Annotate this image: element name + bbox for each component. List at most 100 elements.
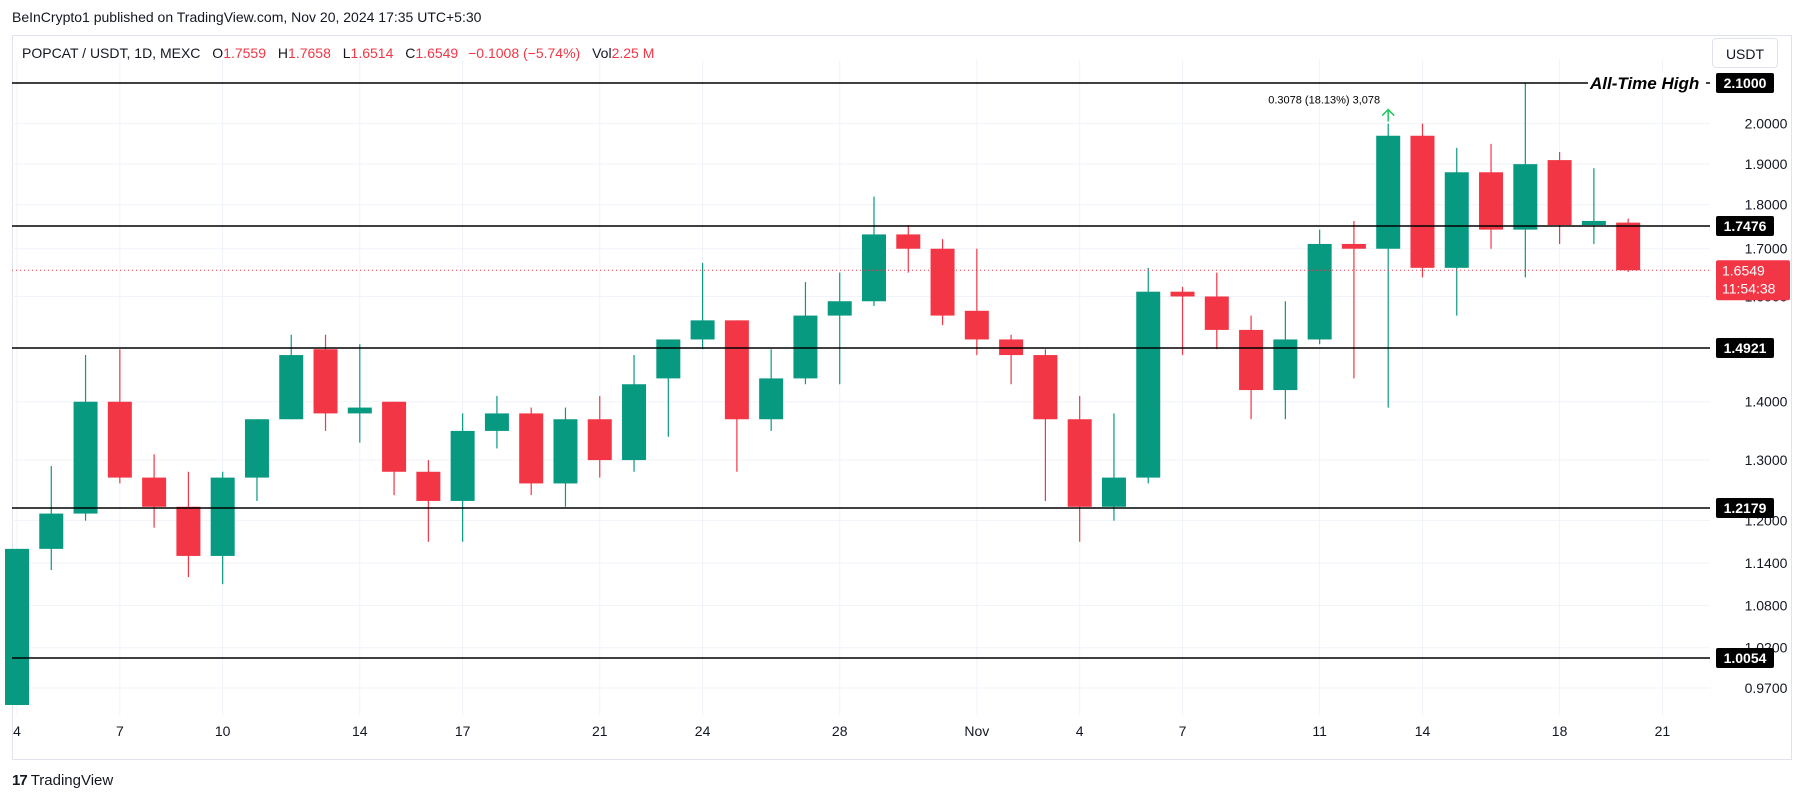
candle-down[interactable] [1204,296,1229,330]
x-tick-label: 14 [352,723,368,739]
candle-down[interactable] [313,349,338,414]
candle-down[interactable] [1239,329,1264,391]
candle-down[interactable] [1067,419,1092,507]
candle-up[interactable] [793,315,818,379]
current-price-badge [1716,260,1790,301]
candle-up[interactable] [759,378,784,420]
arrow-up-icon [1381,108,1395,122]
candle-down[interactable] [176,506,201,556]
close-value: 1.6549 [415,45,459,61]
high-label: H [277,45,289,61]
y-tick-label: 1.0800 [1745,597,1788,613]
candle-up[interactable] [244,419,269,478]
candle-up[interactable] [279,355,304,420]
symbol-label[interactable]: POPCAT / USDT, 1D, MEXC [22,45,201,61]
tradingview-logo-icon: 17 [12,772,28,789]
open-value: 1.7559 [223,45,267,61]
volume-value: 2.25 M [611,45,655,61]
candle-up[interactable] [656,339,681,379]
x-tick-label: 21 [1655,723,1671,739]
y-tick-label: 1.7000 [1745,241,1788,257]
y-tick-label: 1.4000 [1745,394,1788,410]
candle-down[interactable] [1616,222,1641,271]
candle-up[interactable] [450,430,475,501]
published-info: BeInCrypto1 published on TradingView.com… [12,9,482,25]
price-level-label: 1.0054 [1724,650,1767,666]
candlestick-chart[interactable]: 0.97001.02001.08001.14001.20001.30001.40… [0,0,1804,770]
candle-up[interactable] [553,419,578,484]
candle-up[interactable] [1307,243,1332,340]
candle-up[interactable] [690,320,715,340]
price-level-label: 1.4921 [1724,340,1767,356]
candle-up[interactable] [862,234,886,302]
candle-down[interactable] [1033,355,1058,420]
chart-frame [12,35,1792,760]
candle-down[interactable] [519,413,544,484]
y-tick-label: 1.3000 [1745,452,1788,468]
candle-down[interactable] [724,320,749,420]
candle-down[interactable] [1547,160,1572,226]
y-tick-label: 2.0000 [1745,116,1788,132]
volume-label: Vol [592,45,612,61]
candle-down[interactable] [1410,135,1435,268]
x-tick-label: 17 [455,723,471,739]
currency-button[interactable]: USDT [1712,38,1778,68]
candle-down[interactable] [896,234,921,249]
price-level-badge [1716,216,1774,236]
x-tick-label: 7 [116,723,124,739]
open-label: O [212,45,224,61]
candle-up[interactable] [39,513,64,549]
candle-up[interactable] [1136,291,1161,478]
x-tick-label: 28 [832,723,848,739]
x-tick-label: Nov [964,723,989,739]
x-tick-label: 10 [215,723,231,739]
candle-down[interactable] [1479,172,1504,230]
candle-up[interactable] [73,401,98,514]
x-tick-label: 4 [1076,723,1084,739]
candle-up[interactable] [1513,164,1538,230]
candle-down[interactable] [142,477,167,507]
price-level-label: 1.2179 [1724,500,1767,516]
y-tick-label: 1.8000 [1745,197,1788,213]
candle-up[interactable] [347,407,372,414]
high-value: 1.7658 [288,45,331,61]
price-level-badge [1716,73,1774,93]
candle-down[interactable] [1170,291,1195,297]
candle-down[interactable] [416,471,441,501]
candle-down[interactable] [107,401,132,478]
countdown-label: 11:54:38 [1722,280,1776,296]
candle-up[interactable] [484,413,509,431]
candle-up[interactable] [622,384,647,461]
price-level-label: 1.7476 [1724,218,1767,234]
candle-up[interactable] [210,477,235,556]
change-value: −0.1008 (−5.74%) [468,45,581,61]
price-level-badge [1716,498,1774,518]
candle-up[interactable] [1101,477,1126,507]
candle-down[interactable] [930,248,955,316]
price-level-label: 2.1000 [1724,75,1767,91]
measure-annotation: 0.3078 (18.13%) 3,078 [1268,95,1380,107]
x-tick-label: 14 [1415,723,1431,739]
x-tick-label: 4 [13,723,21,739]
ath-label-bg [1588,71,1706,93]
close-label: C [405,45,416,61]
candle-down[interactable] [1341,243,1366,249]
candle-down[interactable] [382,401,407,472]
candle-down[interactable] [964,310,989,340]
candle-up[interactable] [1376,135,1401,249]
x-tick-label: 24 [695,723,711,739]
x-tick-label: 21 [592,723,608,739]
y-tick-label: 1.9000 [1745,156,1788,172]
x-tick-label: 11 [1312,723,1327,739]
candle-up[interactable] [1273,339,1298,391]
ath-label: All-Time High [1589,74,1699,93]
candle-up[interactable] [1581,220,1606,226]
candle-up[interactable] [5,548,29,705]
y-tick-label: 1.1400 [1745,555,1788,571]
current-price-label: 1.6549 [1722,262,1765,278]
candle-up[interactable] [1444,172,1469,268]
candle-down[interactable] [587,419,612,461]
low-label: L [342,45,351,61]
candle-up[interactable] [827,301,852,316]
tradingview-brand: 17 TradingView [12,772,113,789]
